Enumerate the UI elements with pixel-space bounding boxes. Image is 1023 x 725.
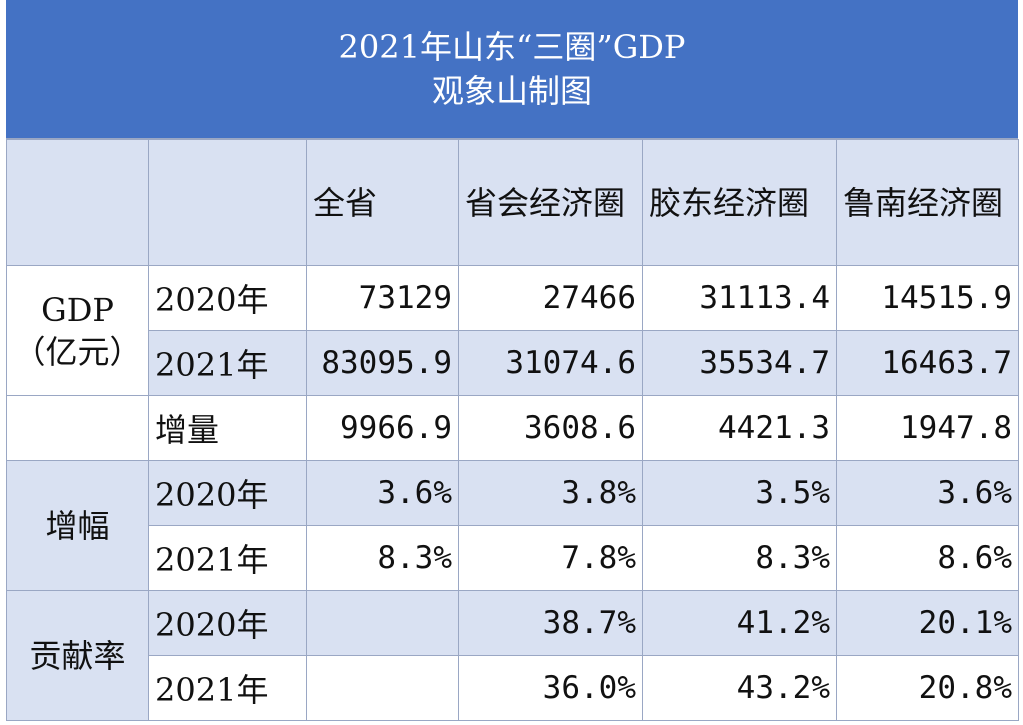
table-row: 增量 9966.9 3608.6 4421.3 1947.8	[6, 395, 1019, 461]
row-label[interactable]: 2021年	[148, 525, 307, 591]
cell[interactable]: 8.6%	[836, 525, 1019, 591]
cell[interactable]: 38.7%	[458, 590, 643, 656]
row-label[interactable]: 2020年	[148, 460, 307, 526]
cell[interactable]: 31074.6	[458, 330, 643, 396]
row-label[interactable]: 2021年	[148, 655, 307, 721]
group-blank[interactable]	[6, 395, 149, 461]
cell[interactable]: 3.6%	[836, 460, 1019, 526]
cell[interactable]: 36.0%	[458, 655, 643, 721]
cell[interactable]: 8.3%	[306, 525, 459, 591]
cell[interactable]: 20.1%	[836, 590, 1019, 656]
table-row: 2021年 83095.9 31074.6 35534.7 16463.7	[6, 330, 1019, 396]
row-label[interactable]: 2020年	[148, 590, 307, 656]
header-row: 全省 省会经济圈 胶东经济圈 鲁南经济圈	[6, 139, 1019, 266]
col-header-province[interactable]: 全省	[306, 139, 459, 266]
cell[interactable]: 14515.9	[836, 265, 1019, 331]
cell[interactable]: 20.8%	[836, 655, 1019, 721]
row-label[interactable]: 2020年	[148, 265, 307, 331]
gdp-table: 全省 省会经济圈 胶东经济圈 鲁南经济圈 GDP（亿元） 2020年 73129…	[6, 139, 1019, 721]
cell[interactable]: 31113.4	[642, 265, 837, 331]
cell[interactable]: 16463.7	[836, 330, 1019, 396]
cell[interactable]: 83095.9	[306, 330, 459, 396]
table-row: 2021年 8.3% 7.8% 8.3% 8.6%	[6, 525, 1019, 591]
group-share[interactable]: 贡献率	[6, 590, 149, 721]
cell[interactable]	[306, 590, 459, 656]
cell[interactable]: 3.5%	[642, 460, 837, 526]
row-label[interactable]: 增量	[148, 395, 307, 461]
cell[interactable]: 4421.3	[642, 395, 837, 461]
cell[interactable]: 43.2%	[642, 655, 837, 721]
row-label[interactable]: 2021年	[148, 330, 307, 396]
title-line-2: 观象山制图	[431, 72, 592, 110]
table-row: 增幅 2020年 3.6% 3.8% 3.5% 3.6%	[6, 460, 1019, 591]
col-header-jinan-circle[interactable]: 省会经济圈	[458, 139, 643, 266]
col-header-jiaodong-circle[interactable]: 胶东经济圈	[642, 139, 837, 266]
cell[interactable]: 73129	[306, 265, 459, 331]
cell[interactable]: 8.3%	[642, 525, 837, 591]
table-row: GDP（亿元） 2020年 73129 27466 31113.4 14515.…	[6, 265, 1019, 396]
cell[interactable]: 3608.6	[458, 395, 643, 461]
cell[interactable]: 1947.8	[836, 395, 1019, 461]
header-blank-1[interactable]	[6, 139, 149, 266]
table-row: 2021年 36.0% 43.2% 20.8%	[6, 655, 1019, 721]
table-title: 2021年山东“三圈”GDP 观象山制图	[6, 0, 1018, 139]
cell[interactable]: 3.6%	[306, 460, 459, 526]
cell[interactable]: 41.2%	[642, 590, 837, 656]
cell[interactable]: 35534.7	[642, 330, 837, 396]
group-gdp[interactable]: GDP（亿元）	[6, 265, 149, 396]
cell[interactable]: 7.8%	[458, 525, 643, 591]
cell[interactable]: 3.8%	[458, 460, 643, 526]
col-header-lunan-circle[interactable]: 鲁南经济圈	[836, 139, 1019, 266]
cell[interactable]: 27466	[458, 265, 643, 331]
title-line-1: 2021年山东“三圈”GDP	[338, 28, 686, 66]
table-row: 贡献率 2020年 38.7% 41.2% 20.1%	[6, 590, 1019, 721]
header-blank-2[interactable]	[148, 139, 307, 266]
cell[interactable]: 9966.9	[306, 395, 459, 461]
spreadsheet: 2021年山东“三圈”GDP 观象山制图 全省 省会经济圈 胶东经济圈 鲁南经济…	[6, 0, 1019, 722]
cell[interactable]	[306, 655, 459, 721]
group-growth[interactable]: 增幅	[6, 460, 149, 591]
